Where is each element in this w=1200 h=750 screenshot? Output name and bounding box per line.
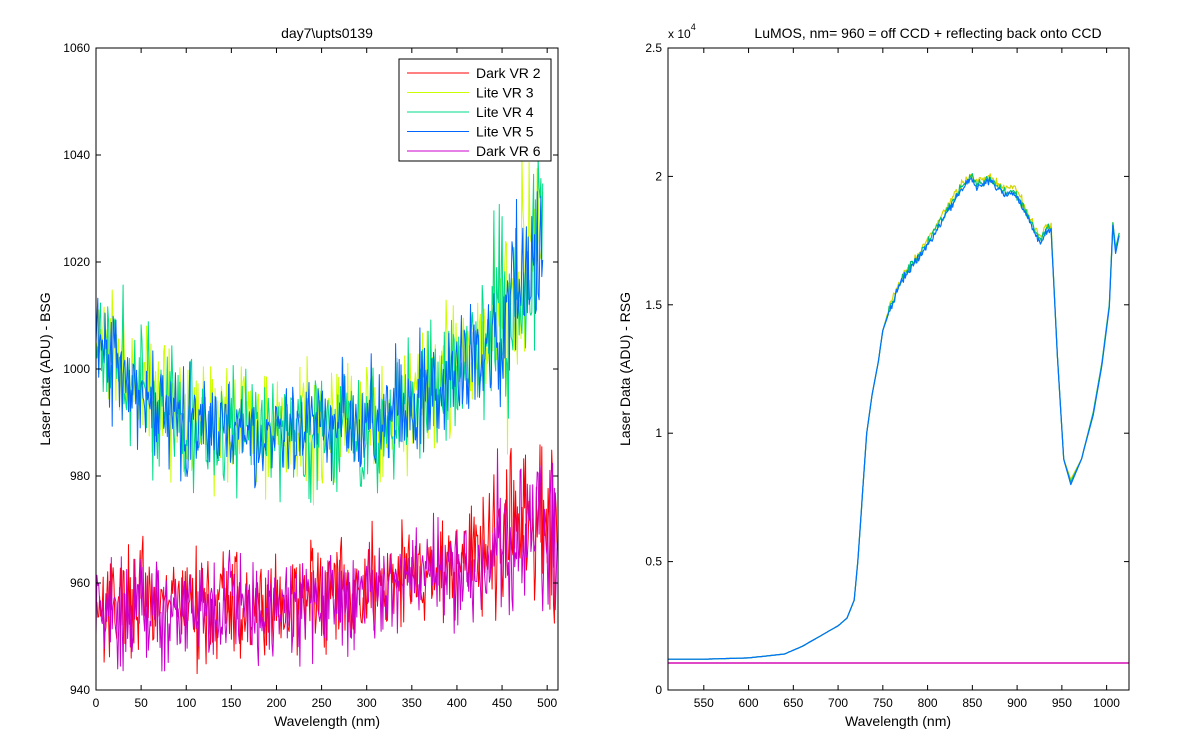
right-series-line-2 [668, 177, 1120, 660]
right-chart-title: LuMOS, nm= 960 = off CCD + reflecting ba… [754, 25, 1101, 41]
left-x-tick-label: 200 [266, 696, 286, 710]
right-y-tick-label: 1.5 [645, 298, 662, 312]
right-y-tick-label: 2.5 [645, 41, 662, 55]
left-x-tick-label: 400 [447, 696, 467, 710]
legend-label: Lite VR 5 [476, 124, 534, 140]
right-x-tick-label: 750 [873, 696, 893, 710]
right-chart: LuMOS, nm= 960 = off CCD + reflecting ba… [617, 22, 1130, 729]
right-y-tick-label: 0 [655, 683, 662, 697]
right-x-ticks: 550 600 650 700 750 800 850 900 950 1000 [694, 48, 1120, 710]
left-y-tick-label: 980 [70, 469, 90, 483]
left-chart-title: day7\upts0139 [281, 25, 373, 41]
left-series-line-3 [95, 191, 544, 489]
left-y-tick-label: 940 [70, 683, 90, 697]
right-y-tick-label: 1 [655, 426, 662, 440]
left-y-tick-label: 1000 [63, 362, 90, 376]
left-x-tick-label: 0 [93, 696, 100, 710]
legend-entries: Dark VR 2 Lite VR 3 Lite VR 4 Lite VR 5 Dark… [407, 65, 541, 159]
right-y-tick-label: 2 [655, 169, 662, 183]
left-y-ticks: 940 960 980 1000 1020 1040 1060 [63, 41, 558, 697]
left-x-tick-label: 350 [402, 696, 422, 710]
right-x-tick-label: 900 [1007, 696, 1027, 710]
legend-label: Lite VR 4 [476, 104, 534, 120]
left-legend: Dark VR 2 Lite VR 3 Lite VR 4 Lite VR 5 Dark… [398, 58, 552, 162]
left-x-ticks: 0 50 100 150 200 250 300 350 400 450 500 [93, 48, 558, 710]
left-x-tick-label: 450 [492, 696, 512, 710]
left-x-tick-label: 300 [357, 696, 377, 710]
right-x-tick-label: 800 [918, 696, 938, 710]
right-x-tick-label: 1000 [1093, 696, 1120, 710]
right-x-tick-label: 950 [1052, 696, 1072, 710]
left-y-tick-label: 1040 [63, 148, 90, 162]
left-series-group [95, 154, 558, 675]
legend-label: Dark VR 2 [476, 65, 541, 81]
right-y-tick-label: 0.5 [645, 555, 662, 569]
left-y-tick-label: 1020 [63, 255, 90, 269]
right-y-exponent-label: x 104 [668, 22, 696, 41]
y-exponent-base: x 10 [668, 27, 691, 41]
left-y-tick-label: 1060 [63, 41, 90, 55]
left-x-tick-label: 150 [221, 696, 241, 710]
legend-box [398, 58, 552, 162]
right-x-tick-label: 550 [694, 696, 714, 710]
right-y-ticks: 0 0.5 1 1.5 2 2.5 [645, 41, 1129, 697]
legend-label: Lite VR 3 [476, 85, 534, 101]
right-x-tick-label: 600 [739, 696, 759, 710]
left-series-line-4 [95, 448, 558, 672]
left-chart: day7\upts0139 0 50 100 150 200 250 300 350 400 45… [37, 25, 559, 729]
legend-label: Dark VR 6 [476, 143, 541, 159]
right-x-axis-label: Wavelength (nm) [845, 713, 951, 729]
y-exponent-power: 4 [691, 22, 696, 32]
right-x-tick-label: 850 [962, 696, 982, 710]
left-x-axis-label: Wavelength (nm) [274, 713, 380, 729]
left-x-tick-label: 50 [134, 696, 148, 710]
right-plot-frame [667, 47, 1130, 691]
right-series-group [668, 173, 1129, 664]
right-y-axis-label: Laser Data (ADU) - RSG [617, 292, 633, 446]
right-x-tick-label: 700 [828, 696, 848, 710]
left-y-axis-label: Laser Data (ADU) - BSG [37, 292, 53, 445]
left-y-tick-label: 960 [70, 576, 90, 590]
left-x-tick-label: 100 [176, 696, 196, 710]
left-x-tick-label: 500 [537, 696, 557, 710]
right-x-tick-label: 650 [783, 696, 803, 710]
left-x-tick-label: 250 [312, 696, 332, 710]
